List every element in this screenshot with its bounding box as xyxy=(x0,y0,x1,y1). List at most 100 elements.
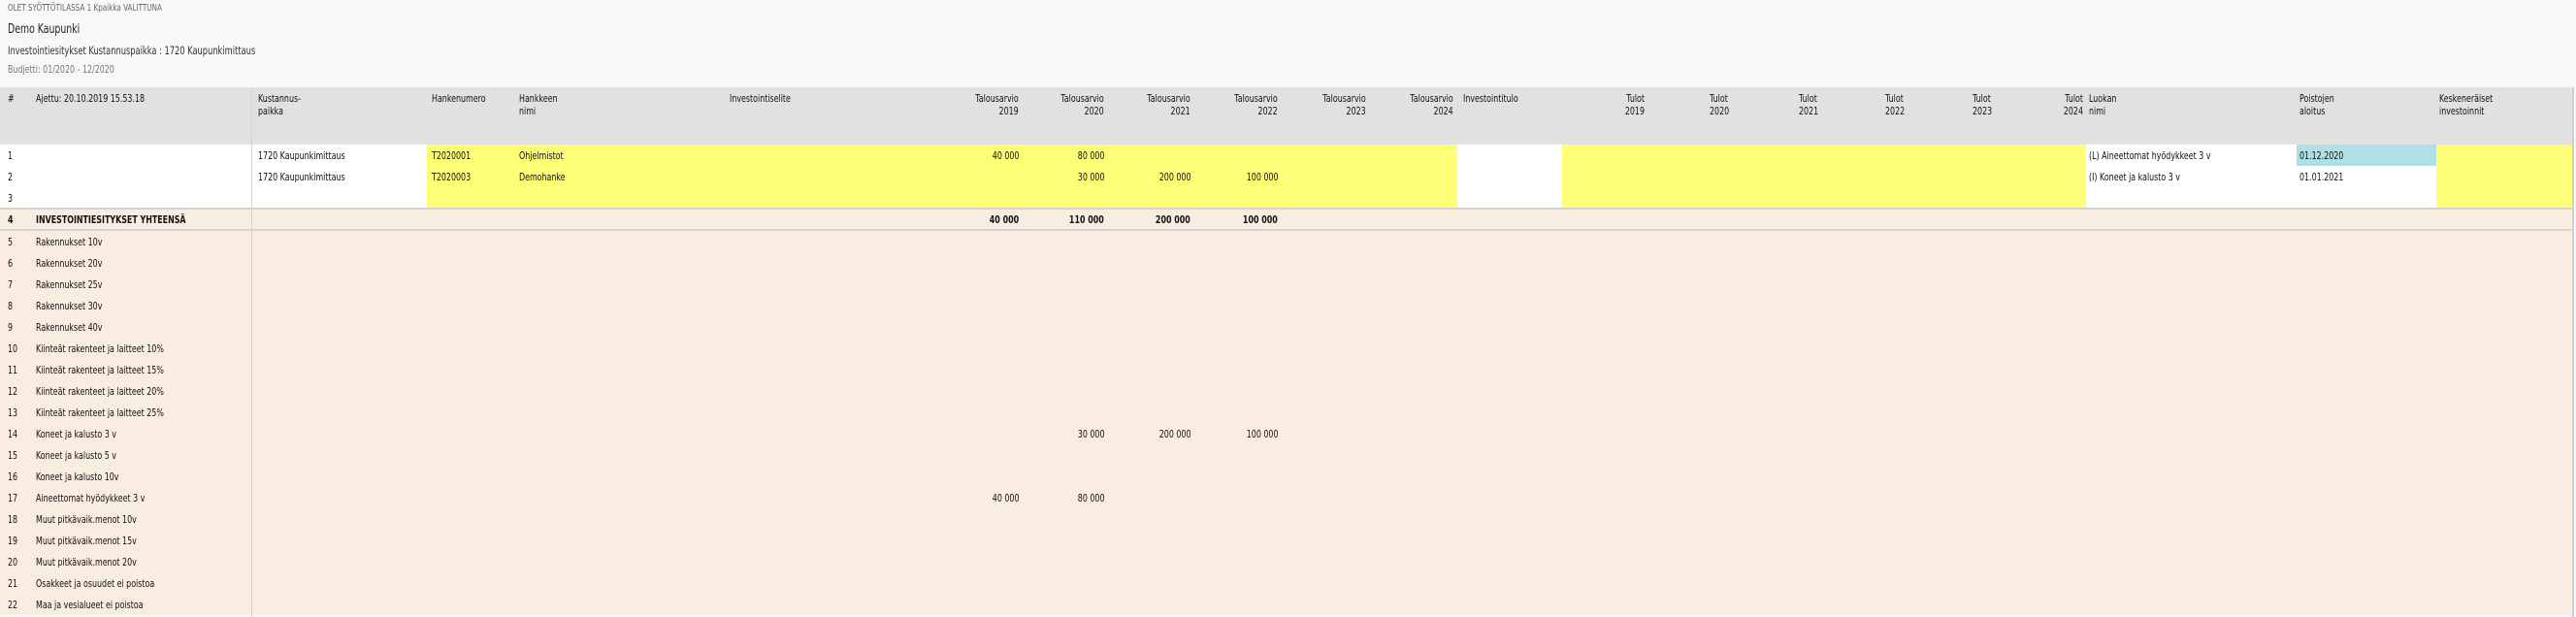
summary-ta2019: 40 000 xyxy=(992,492,1019,504)
summary-row: 20 Muut pitkävaik.menot 20v xyxy=(0,551,2572,572)
cell-kp[interactable]: 1720 Kaupunkimittaus xyxy=(258,149,345,162)
column-header-ta2022[interactable]: Talousarvio 2022 xyxy=(1234,92,1278,117)
summary-num: 14 xyxy=(8,428,18,440)
column-header-kp[interactable]: Kustannus-paikka xyxy=(258,92,301,117)
input-cells-budget[interactable] xyxy=(427,187,1457,209)
total-ta2022: 100 000 xyxy=(1243,213,1278,226)
cell-luokka[interactable]: (I) Koneet ja kalusto 3 v xyxy=(2089,171,2181,183)
summary-row: 19 Muut pitkävaik.menot 15v xyxy=(0,530,2572,551)
summary-row: 21 Osakkeet ja osuudet ei poistoa xyxy=(0,572,2572,594)
total-row: 4 INVESTOINTIESITYKSET YHTEENSÄ 40 000 110 … xyxy=(0,208,2572,231)
column-header-tu2021[interactable]: Tulot 2021 xyxy=(1799,92,1819,117)
input-cells-income[interactable] xyxy=(1562,187,2086,209)
input-cells-income[interactable] xyxy=(1562,145,2086,166)
column-header-poisto[interactable]: Poistojen aloitus xyxy=(2299,92,2334,117)
total-ta2019: 40 000 xyxy=(989,213,1019,226)
column-header-ta2024[interactable]: Talousarvio 2024 xyxy=(1410,92,1453,117)
mode-indicator: OLET SYÖTTÖTILASSA 1 Kpaikka VALITTUNA xyxy=(8,3,162,14)
column-header-tu2022[interactable]: Tulot 2022 xyxy=(1885,92,1906,117)
summary-num: 6 xyxy=(8,257,14,270)
summary-row: 7 Rakennukset 25v xyxy=(0,274,2572,295)
column-header-tu2024[interactable]: Tulot 2024 xyxy=(2063,92,2083,117)
column-header-row: # Ajettu: 20.10.2019 15.53.18 Kustannus-pa… xyxy=(0,87,2572,145)
summary-num: 22 xyxy=(8,599,18,611)
summary-name: Muut pitkävaik.menot 20v xyxy=(36,556,137,568)
investment-income-cell[interactable] xyxy=(1457,166,1562,187)
cell-hnimi[interactable]: Demohanke xyxy=(519,171,566,183)
cell-num: 3 xyxy=(8,192,14,205)
column-header-name[interactable]: Ajettu: 20.10.2019 15.53.18 xyxy=(36,92,146,105)
depreciation-start-cell[interactable] xyxy=(2297,166,2436,187)
total-name: INVESTOINTIESITYKSET YHTEENSÄ xyxy=(36,213,186,226)
summary-num: 16 xyxy=(8,471,18,483)
cell-ta2020[interactable]: 80 000 xyxy=(1077,149,1104,162)
input-cells-budget[interactable] xyxy=(427,145,1457,166)
total-ta2020: 110 000 xyxy=(1069,213,1104,226)
column-header-ta2019[interactable]: Talousarvio 2019 xyxy=(975,92,1019,117)
summary-name: Rakennukset 40v xyxy=(36,321,103,334)
column-header-tu2019[interactable]: Tulot 2019 xyxy=(1624,92,1645,117)
column-header-ta2020[interactable]: Talousarvio 2020 xyxy=(1060,92,1104,117)
investment-income-cell[interactable] xyxy=(1457,145,1562,166)
summary-row: 6 Rakennukset 20v xyxy=(0,252,2572,274)
input-cells-income[interactable] xyxy=(1562,166,2086,187)
column-header-selite[interactable]: Investointiselite xyxy=(730,92,791,105)
depreciation-start-cell[interactable] xyxy=(2297,187,2436,209)
summary-num: 19 xyxy=(8,535,18,547)
summary-name: Koneet ja kalusto 10v xyxy=(36,471,119,483)
investment-income-cell[interactable] xyxy=(1457,187,1562,209)
column-header-tu2020[interactable]: Tulot 2020 xyxy=(1710,92,1730,117)
input-cells-budget[interactable] xyxy=(427,166,1457,187)
cell-ta2020[interactable]: 30 000 xyxy=(1077,171,1104,183)
input-row: 3 xyxy=(0,187,2572,209)
summary-name: Rakennukset 10v xyxy=(36,236,103,248)
summary-num: 11 xyxy=(8,364,18,376)
summary-name: Osakkeet ja osuudet ei poistoa xyxy=(36,577,155,590)
summary-num: 10 xyxy=(8,342,18,355)
cell-hnro[interactable]: T2020003 xyxy=(432,171,472,183)
depreciation-start-cell[interactable] xyxy=(2297,145,2436,166)
column-header-tulo[interactable]: Investointitulo xyxy=(1463,92,1518,105)
summary-ta2020: 30 000 xyxy=(1077,428,1104,440)
column-header-ta2021[interactable]: Talousarvio 2021 xyxy=(1147,92,1190,117)
summary-name: Kiinteät rakenteet ja laitteet 15% xyxy=(36,364,164,376)
cell-poisto[interactable]: 01.01.2021 xyxy=(2299,171,2344,183)
class-name-cell[interactable] xyxy=(2086,187,2297,209)
summary-row: 13 Kiinteät rakenteet ja laitteet 25% xyxy=(0,402,2572,423)
summary-name: Maa ja vesialueet ei poistoa xyxy=(36,599,144,611)
cell-hnimi[interactable]: Ohjelmistot xyxy=(519,149,564,162)
summary-row: 5 Rakennukset 10v xyxy=(0,231,2572,252)
summary-num: 5 xyxy=(8,236,14,248)
cell-ta2021[interactable]: 200 000 xyxy=(1158,171,1190,183)
summary-num: 7 xyxy=(8,278,14,291)
cell-poisto[interactable]: 01.12.2020 xyxy=(2299,149,2344,162)
column-header-ta2023[interactable]: Talousarvio 2023 xyxy=(1322,92,1366,117)
in-progress-cell[interactable] xyxy=(2436,145,2572,166)
column-header-hnimi[interactable]: Hankkeen nimi xyxy=(519,92,558,117)
input-row: 1 1720 Kaupunkimittaus T2020001 Ohjelmistot… xyxy=(0,145,2572,166)
summary-num: 13 xyxy=(8,406,18,419)
in-progress-cell[interactable] xyxy=(2436,166,2572,187)
column-header-luokka[interactable]: Luokan nimi xyxy=(2089,92,2117,117)
summary-num: 17 xyxy=(8,492,18,504)
summary-num: 20 xyxy=(8,556,18,568)
cell-ta2019[interactable]: 40 000 xyxy=(992,149,1019,162)
column-header-hnro[interactable]: Hankenumero xyxy=(432,92,486,105)
in-progress-cell[interactable] xyxy=(2436,187,2572,209)
summary-row: 15 Koneet ja kalusto 5 v xyxy=(0,444,2572,466)
grid-right-border xyxy=(2572,87,2574,617)
column-divider xyxy=(251,87,252,617)
cell-luokka[interactable]: (L) Aineettomat hyödykkeet 3 v xyxy=(2089,149,2211,162)
cell-kp[interactable]: 1720 Kaupunkimittaus xyxy=(258,171,345,183)
cell-hnro[interactable]: T2020001 xyxy=(432,149,472,162)
column-header-tu2023[interactable]: Tulot 2023 xyxy=(1973,92,1993,117)
cell-num: 2 xyxy=(8,171,14,183)
cell-ta2022[interactable]: 100 000 xyxy=(1246,171,1278,183)
column-header-kesk[interactable]: Keskeneräiset investoinnit xyxy=(2439,92,2494,117)
class-name-cell[interactable] xyxy=(2086,145,2297,166)
summary-row: 10 Kiinteät rakenteet ja laitteet 10% xyxy=(0,338,2572,359)
summary-name: Muut pitkävaik.menot 10v xyxy=(36,513,137,526)
summary-num: 12 xyxy=(8,385,18,398)
class-name-cell[interactable] xyxy=(2086,166,2297,187)
column-header-num[interactable]: # xyxy=(8,92,15,105)
